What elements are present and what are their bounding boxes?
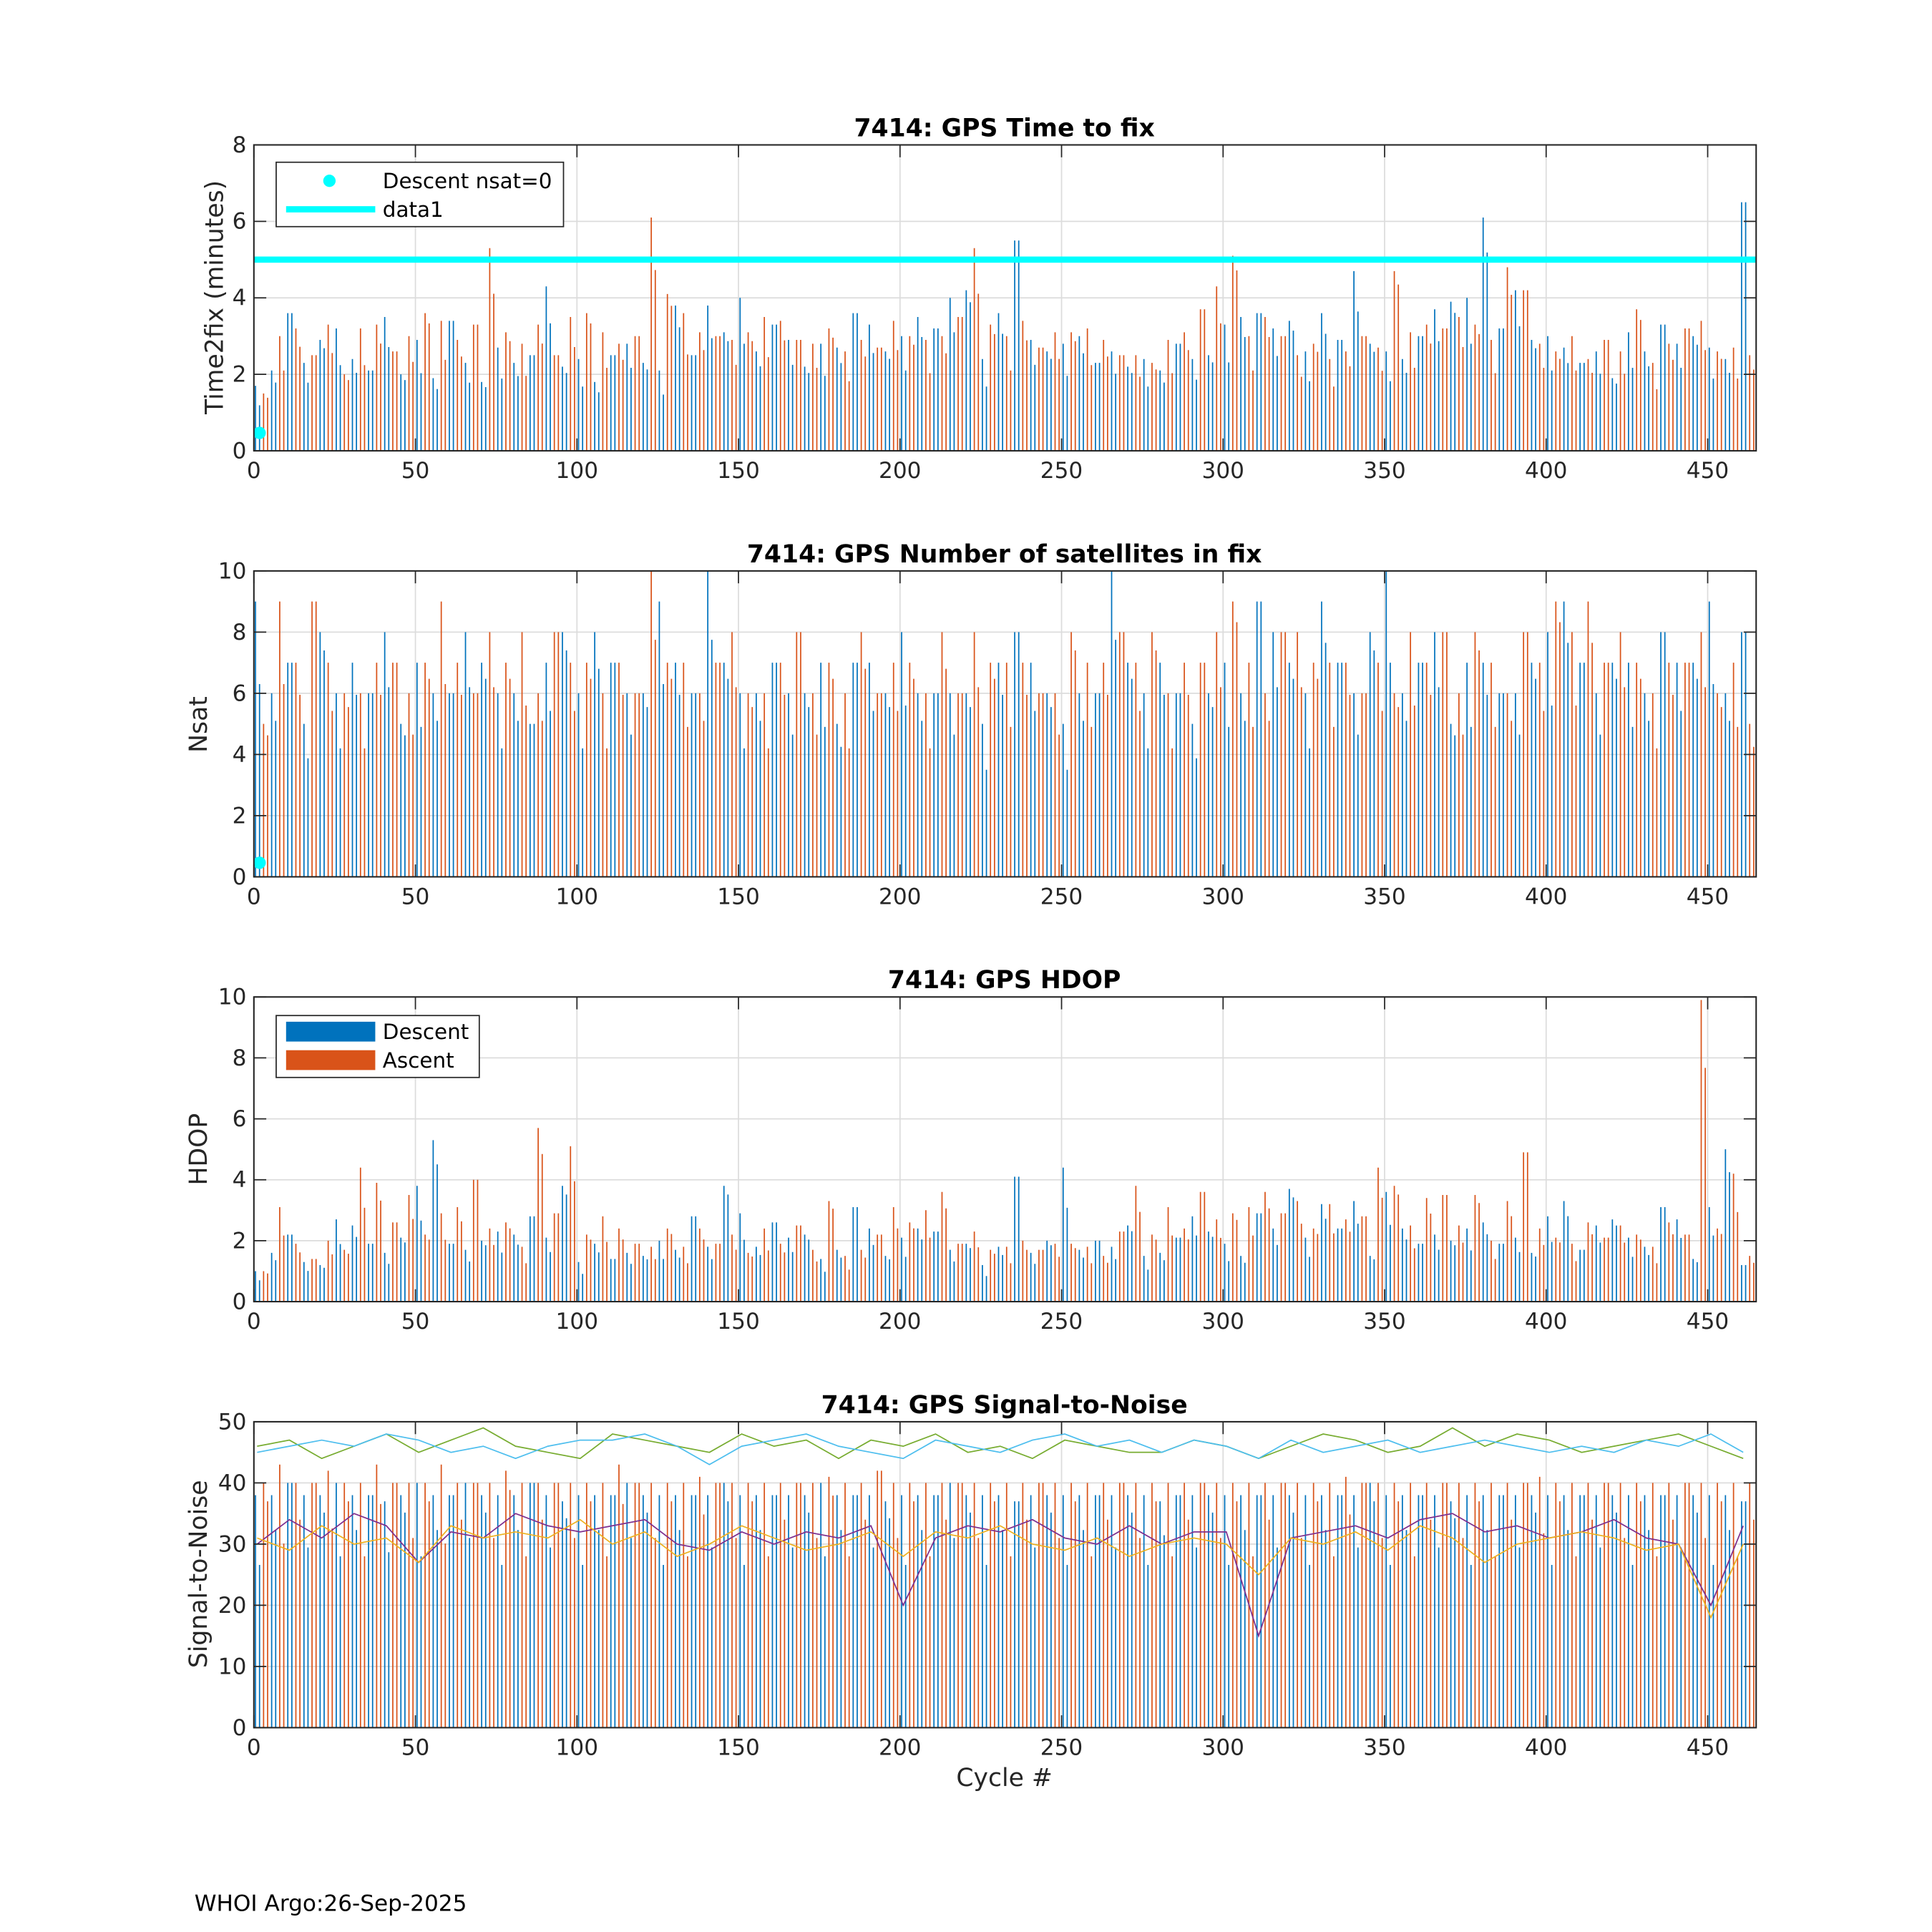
- y-tick-label: 0: [233, 1715, 247, 1741]
- x-tick-label: 50: [401, 1735, 430, 1760]
- legend-hdop: Descent Ascent: [275, 1015, 480, 1078]
- x-tick-label: 50: [401, 1309, 430, 1335]
- x-tick-label: 50: [401, 884, 430, 909]
- legend-swatch-ascent: [286, 1050, 376, 1070]
- x-tick-label: 350: [1363, 458, 1405, 484]
- x-tick-label: 50: [401, 458, 430, 484]
- x-tick-label: 450: [1687, 884, 1729, 909]
- marker-descent-nsat0: [253, 857, 266, 869]
- x-tick-label: 100: [556, 458, 598, 484]
- x-tick-label: 350: [1363, 1309, 1405, 1335]
- panel4-title: 7414: GPS Signal-to-Noise: [821, 1391, 1188, 1420]
- y-tick-label: 2: [233, 362, 247, 388]
- x-tick-label: 0: [247, 458, 261, 484]
- panel-4: 0 50 100 150 200 250 300 350 400 450 0 10 20 30 40 50: [218, 1409, 1757, 1761]
- panel-3: 0 50 100 150 200 250 300 350 400 450 0 2 4 6 8 10: [218, 985, 1757, 1335]
- y-tick-label: 0: [233, 864, 247, 890]
- x-tick-label: 100: [556, 1309, 598, 1335]
- y-tick-label: 4: [233, 742, 247, 768]
- x-tick-label: 450: [1687, 1735, 1729, 1760]
- x-tick-label: 150: [717, 458, 759, 484]
- panel1-ylabel: Time2fix (minutes): [201, 180, 230, 415]
- x-tick-label: 450: [1687, 458, 1729, 484]
- y-tick-label: 0: [233, 1289, 247, 1314]
- panel2-ylabel: Nsat: [185, 696, 213, 753]
- plot-area: [253, 997, 1757, 1302]
- panel-2: 0 50 100 150 200 250 300 350 400 450 0 2 4 6 8 10: [218, 558, 1757, 909]
- legend-label-data1: data1: [383, 197, 444, 222]
- y-tick-label: 0: [233, 438, 247, 464]
- x-tick-label: 100: [556, 884, 598, 909]
- x-tick-label: 400: [1525, 458, 1567, 484]
- panel4-ylabel: Signal-to-Noise: [185, 1480, 213, 1668]
- y-tick-label: 4: [233, 286, 247, 311]
- legend-label-ascent: Ascent: [383, 1048, 454, 1073]
- plot-area: [253, 570, 1757, 877]
- panel4-xlabel: Cycle #: [956, 1764, 1053, 1792]
- y-tick-label: 6: [233, 680, 247, 706]
- x-tick-label: 350: [1363, 884, 1405, 909]
- legend-marker-cyan-dot: [323, 175, 336, 187]
- marker-descent-nsat0: [253, 426, 266, 439]
- x-tick-label: 250: [1040, 884, 1083, 909]
- x-tick-label: 450: [1687, 1309, 1729, 1335]
- y-tick-label: 10: [218, 985, 247, 1010]
- x-tick-label: 100: [556, 1735, 598, 1760]
- y-tick-label: 8: [233, 620, 247, 645]
- x-tick-label: 0: [247, 1735, 261, 1760]
- x-tick-label: 150: [717, 884, 759, 909]
- x-tick-label: 250: [1040, 1735, 1083, 1760]
- x-tick-label: 400: [1525, 1735, 1567, 1760]
- legend-label-descent: Descent: [383, 1020, 469, 1044]
- legend-time-to-fix: Descent nsat=0 data1: [275, 161, 565, 228]
- y-tick-label: 2: [233, 803, 247, 829]
- x-tick-label: 300: [1202, 884, 1244, 909]
- x-tick-label: 300: [1202, 1309, 1244, 1335]
- x-tick-label: 300: [1202, 458, 1244, 484]
- plot-area: [253, 1421, 1757, 1728]
- panel3-ylabel: HDOP: [185, 1113, 213, 1186]
- legend-label-descent-nsat0: Descent nsat=0: [383, 169, 552, 193]
- x-tick-label: 200: [879, 1735, 921, 1760]
- y-tick-label: 8: [233, 1045, 247, 1071]
- x-tick-label: 200: [879, 1309, 921, 1335]
- y-tick-label: 50: [218, 1409, 247, 1435]
- x-tick-label: 250: [1040, 458, 1083, 484]
- y-tick-label: 6: [233, 1106, 247, 1132]
- y-tick-label: 40: [218, 1470, 247, 1496]
- panel1-title: 7414: GPS Time to fix: [854, 114, 1154, 142]
- x-tick-label: 0: [247, 1309, 261, 1335]
- x-tick-label: 200: [879, 884, 921, 909]
- x-tick-label: 0: [247, 884, 261, 909]
- y-tick-label: 6: [233, 209, 247, 235]
- y-tick-label: 10: [218, 558, 247, 584]
- x-tick-label: 300: [1202, 1735, 1244, 1760]
- axes-box: [253, 570, 1757, 878]
- snr-line-orange: [257, 1518, 1744, 1619]
- legend-box: [275, 161, 565, 228]
- x-tick-label: 400: [1525, 884, 1567, 909]
- axes-box: [253, 996, 1757, 1303]
- x-tick-label: 200: [879, 458, 921, 484]
- x-tick-label: 350: [1363, 1735, 1405, 1760]
- y-tick-label: 20: [218, 1593, 247, 1619]
- panel3-title: 7414: GPS HDOP: [888, 966, 1121, 995]
- x-tick-label: 250: [1040, 1309, 1083, 1335]
- y-tick-label: 8: [233, 132, 247, 158]
- snr-line-lightblue: [257, 1433, 1744, 1465]
- x-tick-label: 150: [717, 1735, 759, 1760]
- axes-box: [253, 1420, 1757, 1729]
- panel2-title: 7414: GPS Number of satellites in fix: [747, 540, 1262, 569]
- x-tick-label: 150: [717, 1309, 759, 1335]
- legend-swatch-descent: [286, 1021, 376, 1042]
- x-tick-label: 400: [1525, 1309, 1567, 1335]
- y-tick-label: 2: [233, 1228, 247, 1254]
- y-tick-label: 10: [218, 1654, 247, 1679]
- footer-credit: WHOI Argo:26-Sep-2025: [195, 1891, 467, 1917]
- y-tick-label: 4: [233, 1167, 247, 1193]
- snr-line-purple: [256, 1513, 1744, 1639]
- y-tick-label: 30: [218, 1531, 247, 1557]
